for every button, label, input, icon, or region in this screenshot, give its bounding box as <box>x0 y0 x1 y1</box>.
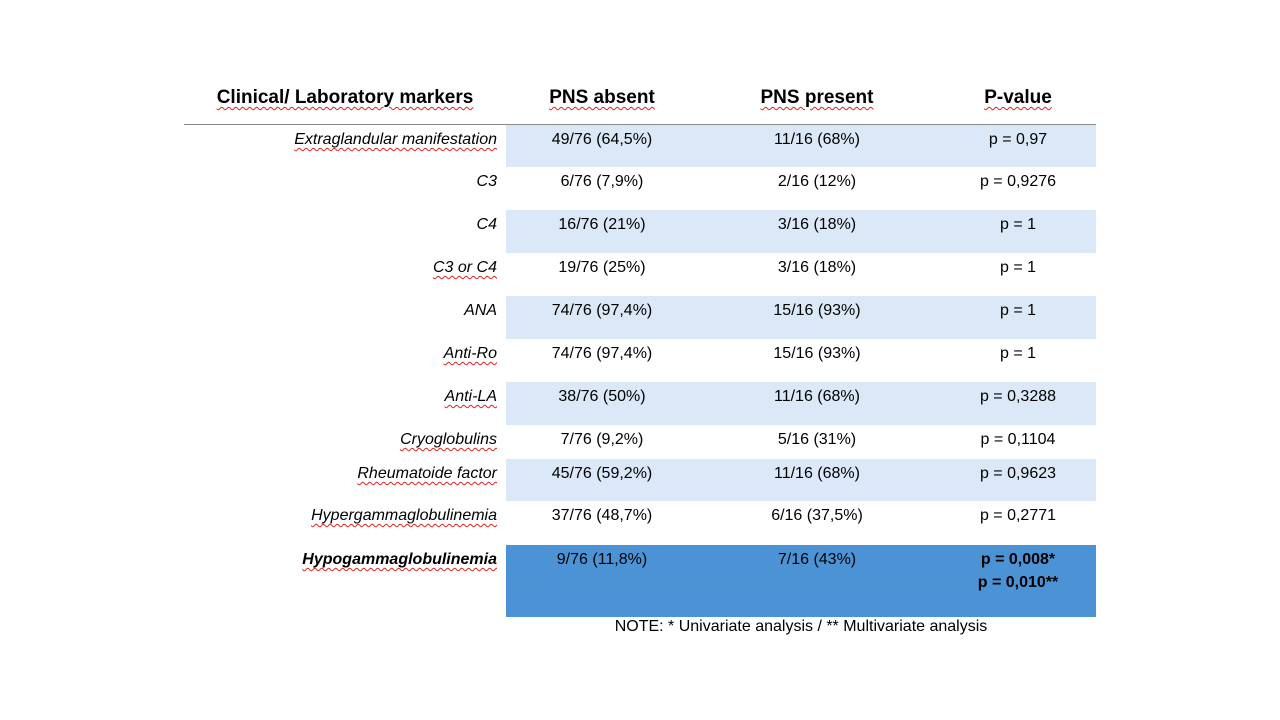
row-band <box>506 545 1096 617</box>
table-row: Cryoglobulins 7/76 (9,2%) 5/16 (31%) p = 0,… <box>0 425 1280 459</box>
row-band <box>506 210 1096 253</box>
table-row: Rheumatoide factor 45/76 (59,2%) 11/16 (68… <box>0 459 1280 501</box>
p-value: p = 1 <box>999 345 1037 362</box>
marker-label: Anti-LA <box>444 388 497 405</box>
pns-present-value: 15/16 (93%) <box>773 345 861 362</box>
marker-label: Hypergammaglobulinemia <box>311 507 497 524</box>
pns-present-value: 3/16 (18%) <box>777 216 857 233</box>
pns-present-value: 5/16 (31%) <box>777 431 857 448</box>
pns-absent-value: 45/76 (59,2%) <box>551 465 653 482</box>
pns-absent-value: 6/76 (7,9%) <box>560 173 644 190</box>
footnote: NOTE: * Univariate analysis / ** Multiva… <box>614 618 988 635</box>
p-value: p = 0,9276 <box>979 173 1057 190</box>
table-row: Anti-LA 38/76 (50%) 11/16 (68%) p = 0,3288 <box>0 382 1280 425</box>
p-value: p = 0,2771 <box>979 507 1057 524</box>
pns-present-value: 6/16 (37,5%) <box>771 507 863 524</box>
pns-absent-value: 16/76 (21%) <box>558 216 646 233</box>
header-pns-absent: PNS absent <box>549 87 655 108</box>
pns-present-value: 15/16 (93%) <box>773 302 861 319</box>
row-band <box>506 459 1096 501</box>
marker-label: Hypogammaglobulinemia <box>302 551 497 568</box>
table-row: C3 6/76 (7,9%) 2/16 (12%) p = 0,9276 <box>0 167 1280 210</box>
row-band <box>506 296 1096 339</box>
header-pns-present: PNS present <box>760 87 874 108</box>
table-row: C3 or C4 19/76 (25%) 3/16 (18%) p = 1 <box>0 253 1280 296</box>
marker-label: C3 or C4 <box>432 259 497 276</box>
pns-absent-value: 74/76 (97,4%) <box>551 302 653 319</box>
pns-absent-value: 38/76 (50%) <box>558 388 646 405</box>
marker-label: C3 <box>476 173 497 190</box>
table-row: C4 16/76 (21%) 3/16 (18%) p = 1 <box>0 210 1280 253</box>
p-value-multivariate: p = 0,010** <box>977 574 1059 591</box>
p-value: p = 0,008* p = 0,010** <box>924 550 1112 593</box>
pns-present-value: 7/16 (43%) <box>777 551 857 568</box>
marker-label: ANA <box>464 302 497 319</box>
pns-present-value: 11/16 (68%) <box>774 388 860 405</box>
header-markers: Clinical/ Laboratory markers <box>216 87 474 108</box>
p-value: p = 0,9623 <box>979 465 1057 482</box>
pns-absent-value: 9/76 (11,8%) <box>556 551 648 568</box>
pns-present-value: 2/16 (12%) <box>777 173 857 190</box>
p-value: p = 0,97 <box>988 131 1048 148</box>
p-value: p = 0,3288 <box>979 388 1057 405</box>
marker-label: Rheumatoide factor <box>357 465 497 482</box>
p-value: p = 1 <box>999 302 1037 319</box>
marker-label: Extraglandular manifestation <box>294 131 497 148</box>
table-row: ANA 74/76 (97,4%) 15/16 (93%) p = 1 <box>0 296 1280 339</box>
pns-absent-value: 7/76 (9,2%) <box>560 431 644 448</box>
pns-absent-value: 19/76 (25%) <box>558 259 646 276</box>
pns-absent-value: 74/76 (97,4%) <box>551 345 653 362</box>
p-value: p = 1 <box>999 216 1037 233</box>
p-value: p = 1 <box>999 259 1037 276</box>
table-row: Hypergammaglobulinemia 37/76 (48,7%) 6/16 … <box>0 501 1280 545</box>
row-band <box>506 125 1096 167</box>
pns-absent-value: 37/76 (48,7%) <box>551 507 653 524</box>
pns-present-value: 11/16 (68%) <box>774 131 860 148</box>
marker-label: Anti-Ro <box>443 345 497 362</box>
marker-label: C4 <box>476 216 497 233</box>
table-row: Extraglandular manifestation 49/76 (64,5%… <box>0 125 1280 167</box>
header-p-value: P-value <box>984 87 1052 108</box>
row-band <box>506 382 1096 425</box>
header-rule <box>184 124 1096 125</box>
pns-present-value: 11/16 (68%) <box>774 465 860 482</box>
table-row: Hypogammaglobulinemia 9/76 (11,8%) 7/16 (4… <box>0 545 1280 617</box>
p-value: p = 0,1104 <box>980 431 1056 448</box>
table-row: Anti-Ro 74/76 (97,4%) 15/16 (93%) p = 1 <box>0 339 1280 382</box>
pns-absent-value: 49/76 (64,5%) <box>551 131 653 148</box>
pns-present-value: 3/16 (18%) <box>777 259 857 276</box>
marker-label: Cryoglobulins <box>400 431 497 448</box>
